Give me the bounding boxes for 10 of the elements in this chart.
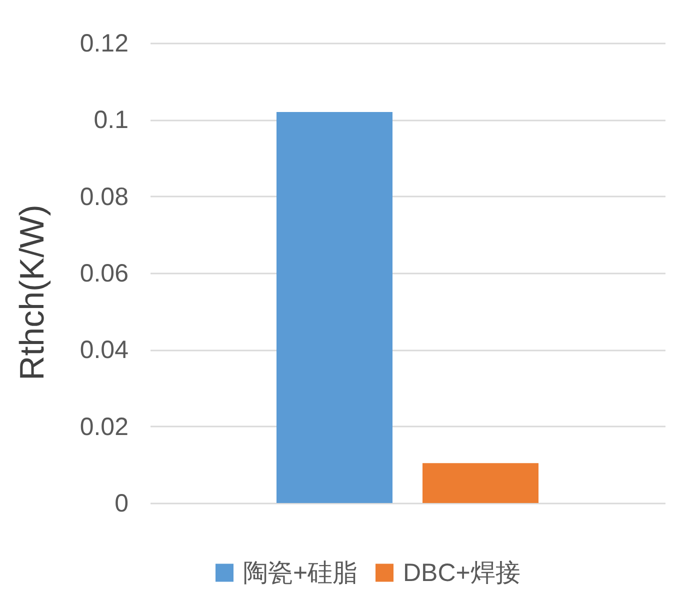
y-axis-title: Rthch(K/W) — [14, 204, 52, 380]
y-tick-label: 0.04 — [80, 336, 129, 364]
y-tick-label: 0.06 — [80, 260, 128, 288]
legend-label: DBC+焊接 — [403, 558, 520, 587]
legend-label: 陶瓷+硅脂 — [243, 558, 358, 587]
y-tick-label: 0.08 — [80, 182, 128, 211]
y-tick-label: 0.02 — [80, 412, 128, 441]
y-tick-label: 0 — [114, 490, 128, 518]
y-tick-label: 0.12 — [80, 30, 128, 58]
y-tick-label: 0.1 — [94, 106, 128, 134]
